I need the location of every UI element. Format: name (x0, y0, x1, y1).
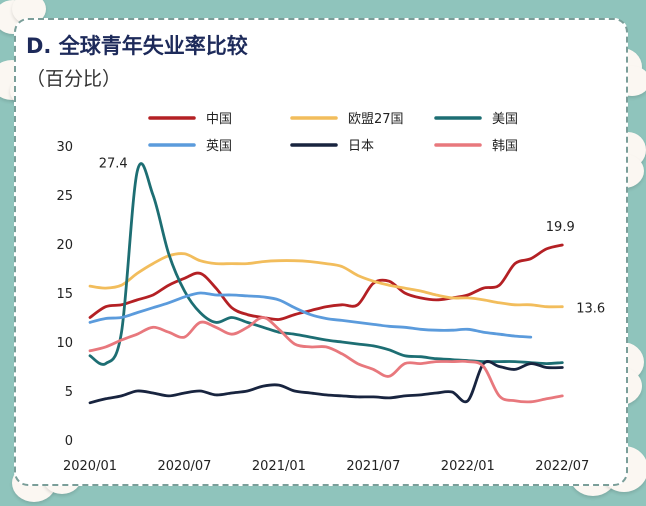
page-title: D. 全球青年失业率比较 (26, 34, 248, 58)
series-line (88, 316, 564, 404)
y-tick-label: 25 (56, 189, 73, 204)
x-tick-label: 2021/01 (252, 459, 306, 474)
data-label: 27.4 (99, 156, 128, 171)
y-tick-label: 5 (65, 385, 73, 400)
x-tick-label: 2022/01 (441, 459, 495, 474)
series-line (88, 243, 564, 321)
y-tick-label: 10 (56, 336, 73, 351)
series-line (88, 252, 564, 309)
legend-label: 美国 (492, 112, 518, 127)
data-label: 13.6 (576, 302, 605, 317)
y-tick-label: 15 (56, 287, 73, 302)
y-tick-label: 30 (56, 140, 73, 155)
legend-label: 欧盟27国 (348, 112, 404, 127)
series-line (88, 162, 564, 366)
legend-label: 日本 (348, 139, 374, 154)
x-tick-label: 2020/01 (63, 459, 117, 474)
series-line (88, 360, 564, 405)
chart-card (14, 18, 628, 486)
legend-label: 英国 (206, 139, 232, 154)
x-tick-label: 2021/07 (346, 459, 400, 474)
legend-label: 中国 (206, 112, 232, 127)
x-tick-label: 2022/07 (535, 459, 589, 474)
data-label: 19.9 (546, 220, 575, 235)
x-tick-label: 2020/07 (157, 459, 211, 474)
y-tick-label: 0 (65, 434, 73, 449)
series-line (88, 291, 533, 339)
unit-subtitle: （百分比） (26, 68, 122, 90)
y-tick-label: 20 (56, 238, 73, 253)
cloud-top-left (0, 0, 54, 44)
legend-label: 韩国 (492, 139, 518, 154)
